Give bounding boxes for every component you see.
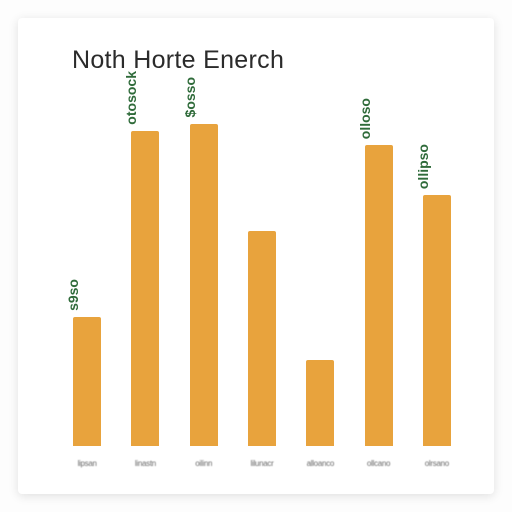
bar-slot: ollipso (408, 88, 466, 446)
x-axis: lipsanlinastnoilinnlilunacralloancoollca… (58, 459, 466, 468)
x-tick-label: alloanco (291, 459, 349, 468)
x-tick-label: olrsano (408, 459, 466, 468)
bar (73, 317, 101, 446)
bar-value-label: $osso (183, 77, 197, 117)
bar-value-label: ollipso (416, 144, 430, 189)
chart-frame: Noth Horte Enerch s9sootosock$ossoolloso… (18, 18, 494, 494)
x-tick-label: oilinn (175, 459, 233, 468)
x-tick-label: linastn (116, 459, 174, 468)
bar (365, 145, 393, 446)
x-tick-label: lilunacr (233, 459, 291, 468)
bar-slot (233, 88, 291, 446)
bar (306, 360, 334, 446)
bar-slot: olloso (349, 88, 407, 446)
bar-slot: $osso (175, 88, 233, 446)
bar (423, 195, 451, 446)
bars-container: s9so otosock$osso olloso ollipso (58, 88, 466, 446)
bar (190, 124, 218, 446)
bar-slot (291, 88, 349, 446)
bar-value-label: olloso (358, 98, 372, 139)
chart-title: Noth Horte Enerch (72, 46, 284, 75)
bar-value-label: otosock (124, 71, 138, 125)
bar-slot: otosock (116, 88, 174, 446)
plot-area: s9so otosock$osso olloso ollipso (58, 88, 466, 446)
bar (248, 231, 276, 446)
x-tick-label: lipsan (58, 459, 116, 468)
bar (131, 131, 159, 446)
bar-value-label: s9so (66, 279, 80, 311)
x-tick-label: ollcano (349, 459, 407, 468)
bar-slot: s9so (58, 88, 116, 446)
